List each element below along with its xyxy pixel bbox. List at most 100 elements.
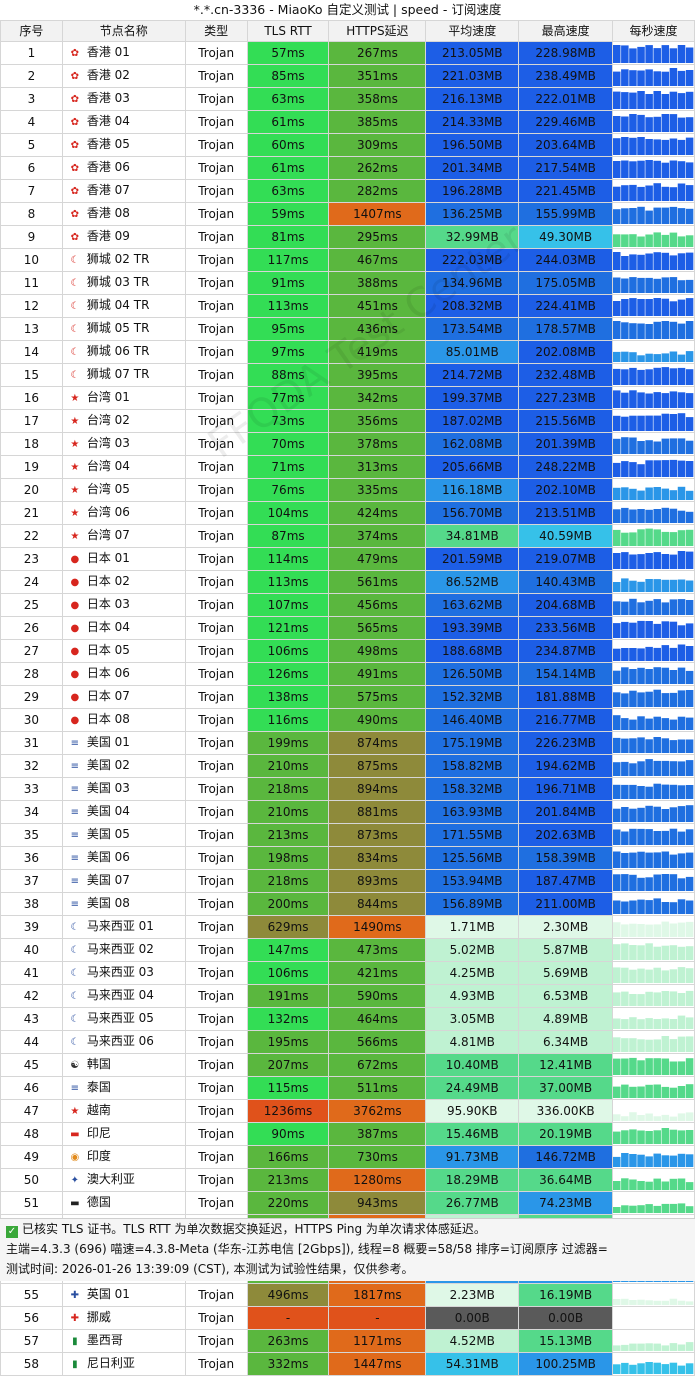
table-row[interactable]: 23 ● 日本 01 Trojan 114ms 479ms 201.59MB 219.07MB: [0, 547, 695, 571]
speed-bar: [653, 232, 662, 247]
table-row[interactable]: 14 ☾ 狮城 06 TR Trojan 97ms 419ms 85.01MB 202.08M…: [0, 340, 695, 364]
table-row[interactable]: 33 ≡ 美国 03 Trojan 218ms 894ms 158.32MB 196.71MB: [0, 777, 695, 801]
flag-us-icon: ≡: [70, 807, 80, 818]
speed-bar: [645, 1156, 653, 1167]
header-avg-speed[interactable]: 平均速度: [425, 20, 520, 42]
table-row[interactable]: 36 ≡ 美国 06 Trojan 198ms 834ms 125.56MB 158.39MB: [0, 846, 695, 870]
speed-sparkline: [613, 805, 694, 822]
header-type[interactable]: 类型: [184, 20, 248, 42]
table-row[interactable]: 8 ✿ 香港 08 Trojan 59ms 1407ms 136.25MB 155.99MB: [0, 202, 695, 226]
row-index: 18: [0, 432, 63, 456]
table-row[interactable]: 16 ★ 台湾 01 Trojan 77ms 342ms 199.37MB 227.23MB: [0, 386, 695, 410]
table-row[interactable]: 43 ☾ 马来西亚 05 Trojan 132ms 464ms 3.05MB 4.89MB: [0, 1007, 695, 1031]
table-row[interactable]: 56 ✚ 挪威 Trojan - -0.00B 0.00B: [0, 1306, 695, 1330]
table-row[interactable]: 47 ★ 越南 Trojan 1236ms 3762ms 95.90KB 336.00KB: [0, 1099, 695, 1123]
table-row[interactable]: 29 ● 日本 07 Trojan 138ms 575ms 152.32MB 181.88MB: [0, 685, 695, 709]
tls-rtt-cell: 106ms: [246, 639, 330, 663]
table-row[interactable]: 35 ≡ 美国 05 Trojan 213ms 873ms 171.55MB 202.63MB: [0, 823, 695, 847]
table-row[interactable]: 28 ● 日本 06 Trojan 126ms 491ms 126.50MB 154.14MB: [0, 662, 695, 686]
table-row[interactable]: 55 ✚ 英国 01 Trojan 496ms 1817ms 2.23MB 16.19MB: [0, 1283, 695, 1307]
node-type: Trojan: [184, 294, 248, 318]
per-second-speed-cell: [612, 271, 695, 295]
table-row[interactable]: 34 ≡ 美国 04 Trojan 210ms 881ms 163.93MB 201.84MB: [0, 800, 695, 824]
table-row[interactable]: 45 ☯ 韩国 Trojan 207ms 672ms 10.40MB 12.41MB: [0, 1053, 695, 1077]
table-row[interactable]: 13 ☾ 狮城 05 TR Trojan 95ms 436ms 173.54MB 178.57…: [0, 317, 695, 341]
table-row[interactable]: 2 ✿ 香港 02 Trojan 85ms 351ms 221.03MB 238.49MB: [0, 64, 695, 88]
table-row[interactable]: 46 ≡ 泰国 Trojan 115ms 511ms 24.49MB 37.00MB: [0, 1076, 695, 1100]
node-type: Trojan: [184, 1283, 248, 1307]
table-row[interactable]: 27 ● 日本 05 Trojan 106ms 498ms 188.68MB 234.87MB: [0, 639, 695, 663]
table-row[interactable]: 17 ★ 台湾 02 Trojan 73ms 356ms 187.02MB 215.56MB: [0, 409, 695, 433]
speed-bar: [653, 783, 662, 799]
table-row[interactable]: 9 ✿ 香港 09 Trojan 81ms 295ms 32.99MB 49.30MB: [0, 225, 695, 249]
per-second-speed-cell: [612, 1030, 695, 1054]
speed-sparkline: [613, 1112, 694, 1121]
node-type: Trojan: [184, 110, 248, 134]
table-row[interactable]: 51 ▬ 德国 Trojan 220ms 943ms 26.77MB 74.23MB: [0, 1191, 695, 1215]
speed-bar: [677, 967, 686, 983]
max-speed-cell: 229.46MB: [518, 110, 614, 134]
table-row[interactable]: 21 ★ 台湾 06 Trojan 104ms 424ms 156.70MB 213.51MB: [0, 501, 695, 525]
speed-bar: [653, 737, 662, 753]
table-row[interactable]: 48 ▬ 印尼 Trojan 90ms 387ms 15.46MB 20.19MB: [0, 1122, 695, 1146]
table-row[interactable]: 50 ✦ 澳大利亚 Trojan 213ms 1280ms 18.29MB 36.64MB: [0, 1168, 695, 1192]
flag-us-icon: ≡: [70, 761, 80, 772]
table-row[interactable]: 41 ☾ 马来西亚 03 Trojan 106ms 421ms 4.25MB 5.69MB: [0, 961, 695, 985]
table-row[interactable]: 12 ☾ 狮城 04 TR Trojan 113ms 451ms 208.32MB 224.4…: [0, 294, 695, 318]
table-row[interactable]: 26 ● 日本 04 Trojan 121ms 565ms 193.39MB 233.56MB: [0, 616, 695, 640]
tls-rtt-cell: 60ms: [246, 133, 330, 157]
header-index[interactable]: 序号: [0, 20, 63, 42]
node-name-cell: ▬ 德国: [61, 1191, 186, 1215]
table-row[interactable]: 5 ✿ 香港 05 Trojan 60ms 309ms 196.50MB 203.64MB: [0, 133, 695, 157]
header-max-speed[interactable]: 最高速度: [518, 20, 614, 42]
table-row[interactable]: 18 ★ 台湾 03 Trojan 70ms 378ms 162.08MB 201.39MB: [0, 432, 695, 456]
node-name-cell: ● 日本 02: [61, 570, 186, 594]
table-row[interactable]: 22 ★ 台湾 07 Trojan 87ms 374ms 34.81MB 40.59MB: [0, 524, 695, 548]
header-tls-rtt[interactable]: TLS RTT: [246, 20, 330, 42]
table-row[interactable]: 30 ● 日本 08 Trojan 116ms 490ms 146.40MB 216.77MB: [0, 708, 695, 732]
header-node-name[interactable]: 节点名称: [61, 20, 186, 42]
table-row[interactable]: 7 ✿ 香港 07 Trojan 63ms 282ms 196.28MB 221.45MB: [0, 179, 695, 203]
table-row[interactable]: 40 ☾ 马来西亚 02 Trojan 147ms 473ms 5.02MB 5.87MB: [0, 938, 695, 962]
speed-bar: [629, 277, 637, 293]
table-row[interactable]: 20 ★ 台湾 05 Trojan 76ms 335ms 116.18MB 202.10MB: [0, 478, 695, 502]
flag-sg-icon: ☾: [70, 324, 80, 335]
row-index: 36: [0, 846, 63, 870]
table-row[interactable]: 25 ● 日本 03 Trojan 107ms 456ms 163.62MB 204.68MB: [0, 593, 695, 617]
table-row[interactable]: 37 ≡ 美国 07 Trojan 218ms 893ms 153.94MB 187.47MB: [0, 869, 695, 893]
speed-bar: [629, 923, 637, 937]
speed-bar: [685, 70, 694, 86]
speed-bar: [677, 1300, 686, 1305]
node-name-cell: ✿ 香港 07: [61, 179, 186, 203]
speed-bar: [637, 392, 645, 408]
table-row[interactable]: 42 ☾ 马来西亚 04 Trojan 191ms 590ms 4.93MB 6.53MB: [0, 984, 695, 1008]
tls-rtt-cell: 1236ms: [246, 1099, 330, 1123]
table-row[interactable]: 19 ★ 台湾 04 Trojan 71ms 313ms 205.66MB 248.22MB: [0, 455, 695, 479]
node-name-cell: ≡ 美国 08: [61, 892, 186, 916]
table-row[interactable]: 31 ≡ 美国 01 Trojan 199ms 874ms 175.19MB 226.23MB: [0, 731, 695, 755]
table-row[interactable]: 11 ☾ 狮城 03 TR Trojan 91ms 388ms 134.96MB 175.05…: [0, 271, 695, 295]
speed-bar: [685, 162, 694, 178]
table-row[interactable]: 10 ☾ 狮城 02 TR Trojan 117ms 467ms 222.03MB 244.0…: [0, 248, 695, 272]
speed-bar: [629, 784, 637, 799]
header-https-latency[interactable]: HTTPS延迟: [328, 20, 427, 42]
table-row[interactable]: 58 ▮ 尼日利亚 Trojan 332ms 1447ms 54.31MB 100.25MB: [0, 1352, 695, 1376]
table-row[interactable]: 57 ▮ 墨西哥 Trojan 263ms 1171ms 4.52MB 15.13MB: [0, 1329, 695, 1353]
table-row[interactable]: 32 ≡ 美国 02 Trojan 210ms 875ms 158.82MB 194.62MB: [0, 754, 695, 778]
speed-bar: [621, 507, 629, 523]
table-row[interactable]: 44 ☾ 马来西亚 06 Trojan 195ms 566ms 4.81MB 6.34MB: [0, 1030, 695, 1054]
flag-kr-icon: ☯: [70, 1060, 80, 1071]
table-row[interactable]: 15 ☾ 狮城 07 TR Trojan 88ms 395ms 214.72MB 232.48…: [0, 363, 695, 387]
table-row[interactable]: 39 ☾ 马来西亚 01 Trojan 629ms 1490ms 1.71MB 2.30MB: [0, 915, 695, 939]
table-row[interactable]: 6 ✿ 香港 06 Trojan 61ms 262ms 201.34MB 217.54MB: [0, 156, 695, 180]
tls-rtt-cell: 71ms: [246, 455, 330, 479]
table-row[interactable]: 24 ● 日本 02 Trojan 113ms 561ms 86.52MB 140.43MB: [0, 570, 695, 594]
table-row[interactable]: 38 ≡ 美国 08 Trojan 200ms 844ms 156.89MB 211.00MB: [0, 892, 695, 916]
max-speed-cell: 158.39MB: [518, 846, 614, 870]
header-per-second-speed[interactable]: 每秒速度: [612, 20, 695, 42]
table-row[interactable]: 4 ✿ 香港 04 Trojan 61ms 385ms 214.33MB 229.46MB: [0, 110, 695, 134]
table-row[interactable]: 1 ✿ 香港 01 Trojan 57ms 267ms 213.05MB 228.98MB: [0, 41, 695, 65]
speed-sparkline: [613, 1036, 694, 1052]
table-row[interactable]: 49 ◉ 印度 Trojan 166ms 730ms 91.73MB 146.72MB: [0, 1145, 695, 1169]
table-row[interactable]: 3 ✿ 香港 03 Trojan 63ms 358ms 216.13MB 222.01MB: [0, 87, 695, 111]
